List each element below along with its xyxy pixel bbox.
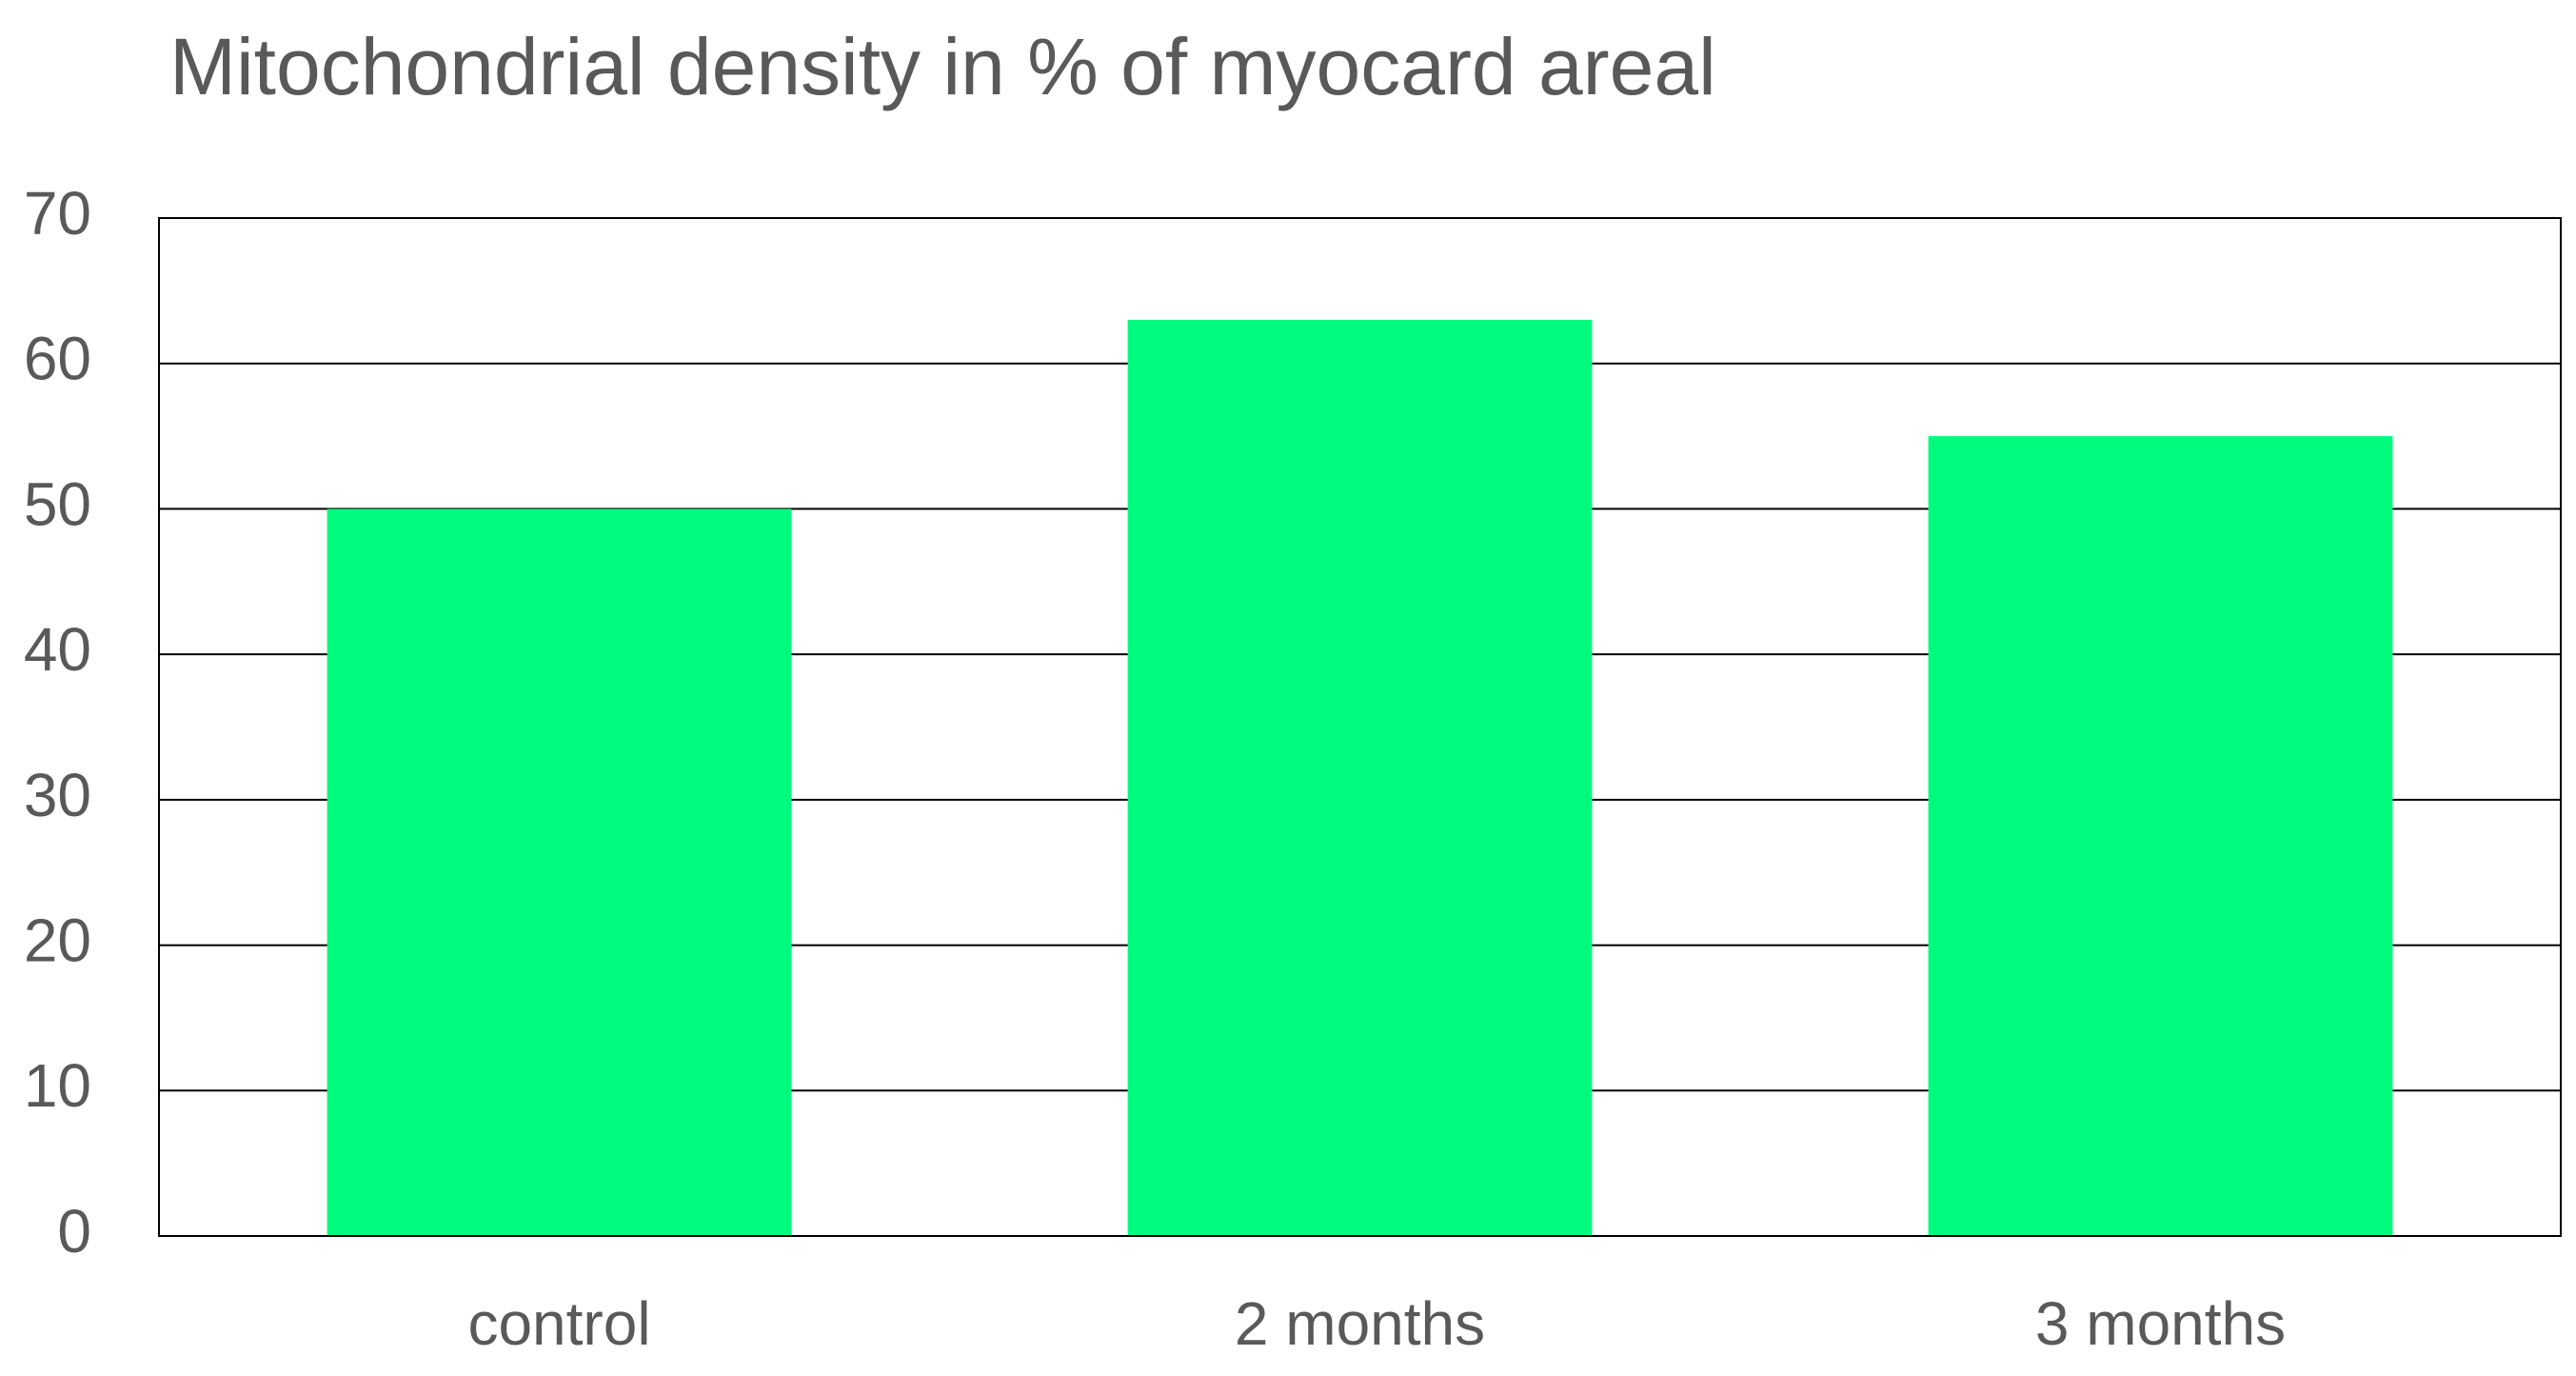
x-category-label: 3 months <box>2035 1289 2286 1358</box>
y-tick-label: 30 <box>24 761 91 829</box>
bars <box>327 319 2393 1237</box>
chart-title: Mitochondrial density in % of myocard ar… <box>169 22 1716 111</box>
y-tick-label: 40 <box>24 615 91 684</box>
y-tick-label: 60 <box>24 325 91 393</box>
y-tick-label: 50 <box>24 469 91 538</box>
y-axis-ticks: 0 10 20 30 40 50 60 70 <box>24 179 91 1266</box>
x-category-label: 2 months <box>1235 1289 1485 1358</box>
bar-control <box>327 509 792 1236</box>
y-tick-label: 20 <box>24 906 91 974</box>
plot-frame <box>158 217 2562 1237</box>
x-category-label: control <box>467 1289 650 1358</box>
y-tick-label: 70 <box>24 179 91 248</box>
y-tick-label: 0 <box>57 1197 91 1266</box>
bar-2-months <box>1127 319 1593 1236</box>
y-tick-label: 10 <box>24 1051 91 1120</box>
bar-3-months <box>1928 436 2393 1237</box>
x-axis-categories: control 2 months 3 months <box>467 1289 2286 1358</box>
